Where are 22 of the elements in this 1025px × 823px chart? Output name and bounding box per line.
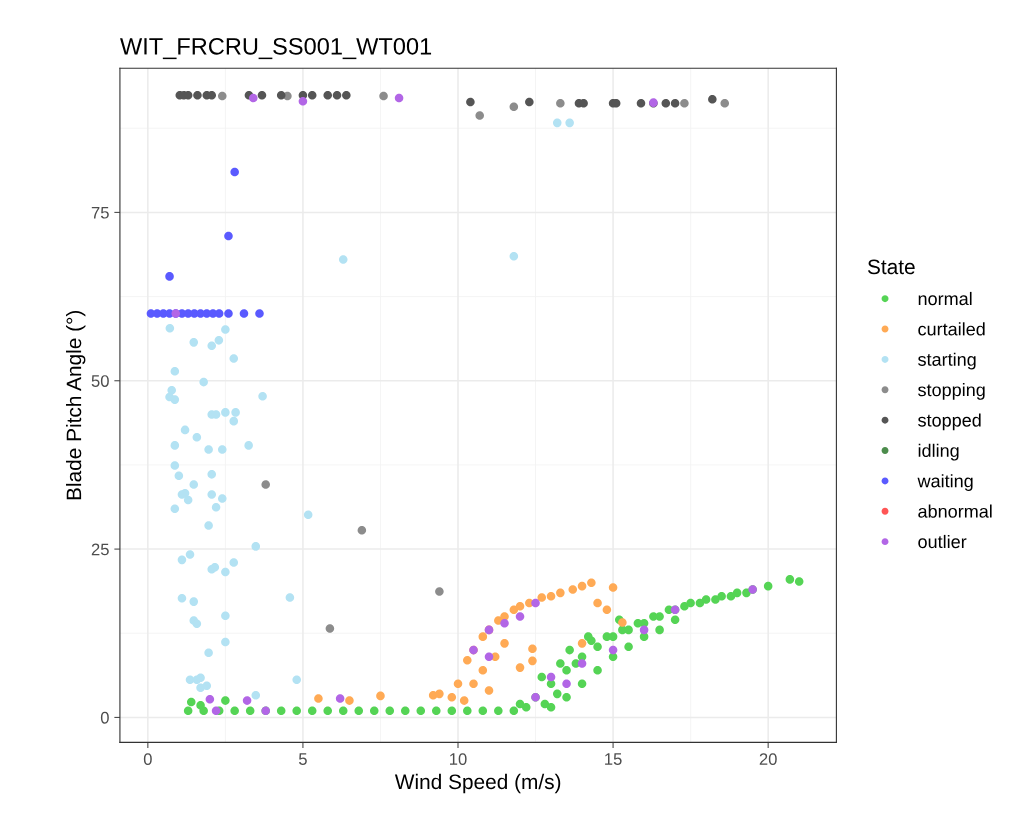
y-tick-label: 75 [91, 206, 109, 219]
x-axis-title: Wind Speed (m/s) [394, 773, 561, 794]
x-tick-label: 5 [298, 753, 307, 765]
y-tick-label: 25 [91, 543, 109, 556]
legend-label: waiting [917, 474, 973, 491]
x-tick-label: 0 [143, 753, 152, 765]
x-tick-label: 10 [450, 753, 467, 765]
legend-label: starting [918, 352, 976, 370]
chart-title: WIT_FRCRU_SS001_WT001 [120, 37, 432, 60]
legend-label: normal [918, 291, 972, 306]
legend-label: idling [918, 443, 959, 461]
legend-title: State [867, 259, 915, 275]
y-tick-label: 0 [100, 711, 109, 724]
legend-label: abnormal [918, 504, 992, 518]
x-tick-label: 20 [759, 753, 777, 765]
legend-label: stopping [918, 383, 985, 400]
legend-label: curtailed [918, 322, 985, 336]
legend-label: stopped [918, 413, 981, 431]
y-tick-label: 50 [91, 375, 109, 387]
y-axis-title: Blade Pitch Angle (°) [66, 310, 86, 500]
x-tick-label: 15 [605, 753, 622, 765]
legend-label: outlier [918, 534, 967, 549]
